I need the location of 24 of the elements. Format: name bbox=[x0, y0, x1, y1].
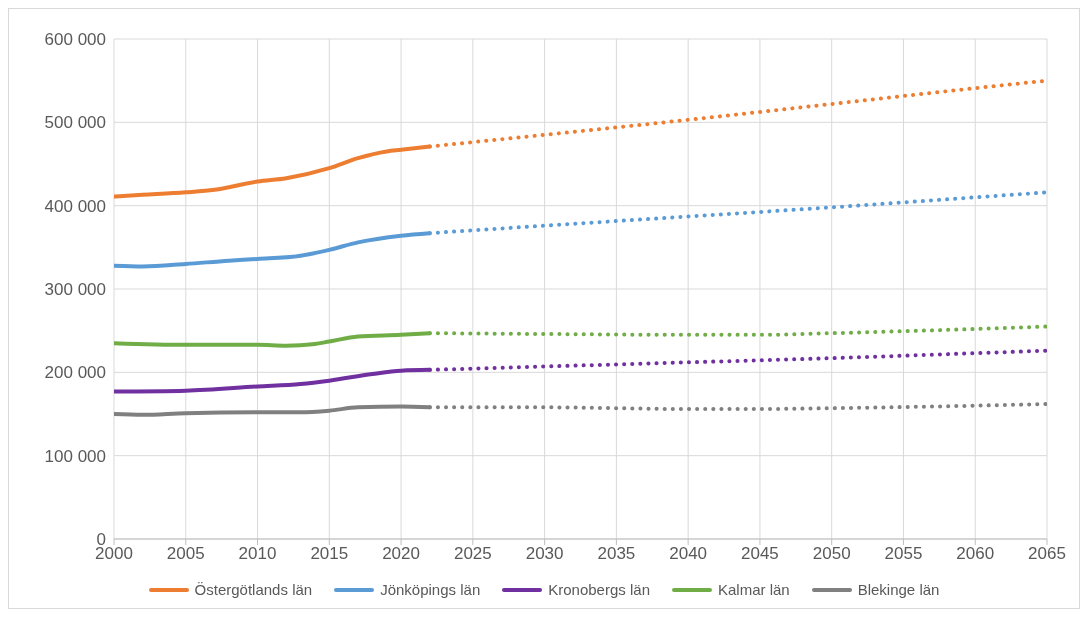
x-tick-label: 2055 bbox=[884, 544, 923, 564]
x-tick-label: 2025 bbox=[453, 544, 492, 564]
y-tick-label: 100 000 bbox=[44, 446, 106, 466]
legend-label: Blekinge län bbox=[857, 581, 940, 598]
y-tick-label: 200 000 bbox=[44, 363, 106, 383]
x-tick-label: 2040 bbox=[669, 544, 708, 564]
y-tick-label: 300 000 bbox=[44, 280, 106, 300]
x-tick-label: 2060 bbox=[956, 544, 995, 564]
legend-label: Östergötlands län bbox=[194, 581, 313, 598]
x-tick-label: 2050 bbox=[812, 544, 851, 564]
legend-label: Jönköpings län bbox=[380, 581, 481, 598]
x-tick-label: 2020 bbox=[382, 544, 420, 564]
x-tick-label: 2030 bbox=[525, 544, 564, 564]
legend-label: Kronobergs län bbox=[548, 581, 650, 598]
x-tick-label: 2015 bbox=[310, 544, 349, 564]
x-tick-label: 2010 bbox=[238, 544, 277, 564]
y-tick-label: 600 000 bbox=[44, 30, 106, 50]
x-tick-label: 2005 bbox=[166, 544, 205, 564]
x-tick-label: 2045 bbox=[741, 544, 779, 564]
y-tick-label: 400 000 bbox=[44, 196, 106, 216]
legend-label: Kalmar län bbox=[717, 581, 790, 598]
x-tick-label: 2065 bbox=[1028, 544, 1066, 564]
y-tick-label: 500 000 bbox=[44, 113, 106, 133]
x-tick-label: 2035 bbox=[597, 544, 636, 564]
